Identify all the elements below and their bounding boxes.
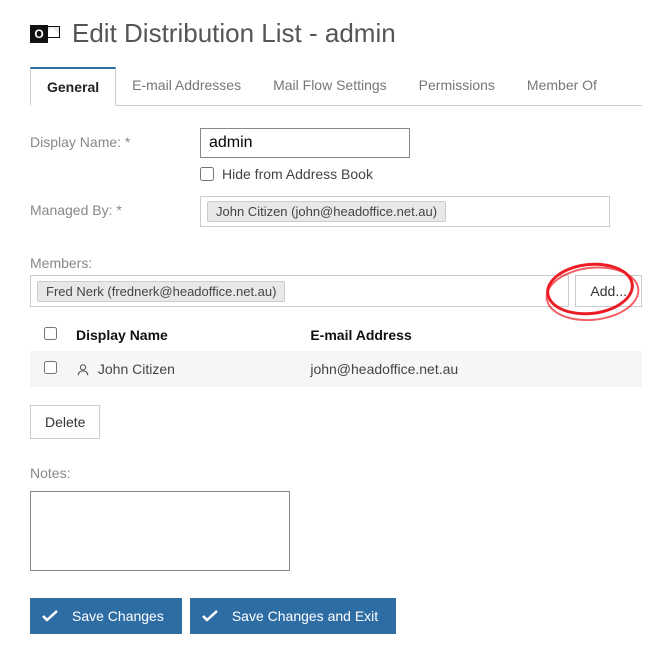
save-changes-label: Save Changes [72,608,164,624]
managed-by-tag[interactable]: John Citizen (john@headoffice.net.au) [207,201,446,222]
tab-general[interactable]: General [30,67,116,106]
hide-address-book-label: Hide from Address Book [222,166,373,182]
row-email: john@headoffice.net.au [304,351,642,387]
tab-bar: General E-mail Addresses Mail Flow Setti… [30,67,642,106]
table-row[interactable]: John Citizen john@headoffice.net.au [30,351,642,387]
row-name: John Citizen [98,361,175,377]
display-name-input[interactable] [200,128,410,158]
save-and-exit-button[interactable]: Save Changes and Exit [190,598,396,634]
delete-button[interactable]: Delete [30,405,100,439]
add-member-button[interactable]: Add... [575,275,642,307]
display-name-row: Display Name: * Hide from Address Book [30,128,642,182]
hide-address-book-checkbox[interactable] [200,167,214,181]
column-display-name: Display Name [70,319,304,351]
check-icon [202,610,218,622]
managed-by-row: Managed By: * John Citizen (john@headoff… [30,196,642,227]
members-input-tag[interactable]: Fred Nerk (frednerk@headoffice.net.au) [37,281,285,302]
members-label: Members: [30,255,642,271]
select-all-checkbox[interactable] [44,327,57,340]
tab-mail-flow[interactable]: Mail Flow Settings [257,67,403,105]
column-email: E-mail Address [304,319,642,351]
save-and-exit-label: Save Changes and Exit [232,608,378,624]
tab-email-addresses[interactable]: E-mail Addresses [116,67,257,105]
outlook-icon: O [30,20,60,48]
managed-by-label: Managed By: * [30,196,200,218]
members-table: Display Name E-mail Address John Citizen… [30,319,642,387]
managed-by-input[interactable]: John Citizen (john@headoffice.net.au) [200,196,610,227]
page-title: Edit Distribution List - admin [72,18,396,49]
page-header: O Edit Distribution List - admin [30,18,642,49]
notes-textarea[interactable] [30,491,290,571]
display-name-label: Display Name: * [30,128,200,150]
save-changes-button[interactable]: Save Changes [30,598,182,634]
tab-member-of[interactable]: Member Of [511,67,613,105]
check-icon [42,610,58,622]
footer: Save Changes Save Changes and Exit [30,598,642,634]
user-icon [76,363,90,377]
members-input-row: Fred Nerk (frednerk@headoffice.net.au) A… [30,275,642,307]
tab-permissions[interactable]: Permissions [403,67,511,105]
row-checkbox[interactable] [44,361,57,374]
notes-label: Notes: [30,465,642,481]
members-input[interactable]: Fred Nerk (frednerk@headoffice.net.au) [30,275,569,307]
